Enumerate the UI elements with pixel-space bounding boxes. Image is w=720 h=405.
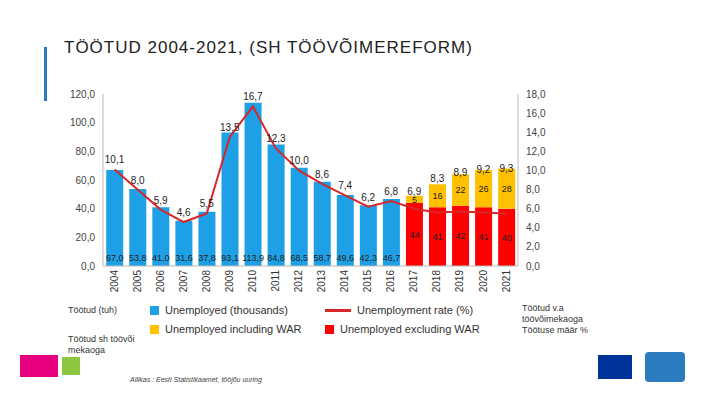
svg-text:2020: 2020 <box>478 270 489 293</box>
html-text:Töötuse määr %: Töötuse määr % <box>522 325 588 335</box>
svg-text:0,0: 0,0 <box>81 261 95 272</box>
svg-text:6,8: 6,8 <box>384 186 398 197</box>
svg-text:9,2: 9,2 <box>476 164 490 175</box>
svg-text:31,6: 31,6 <box>175 253 193 263</box>
svg-text:0,0: 0,0 <box>526 261 540 272</box>
svg-text:40,0: 40,0 <box>76 203 96 214</box>
svg-text:7,4: 7,4 <box>338 180 352 191</box>
svg-text:6,2: 6,2 <box>361 192 375 203</box>
svg-text:93,1: 93,1 <box>221 253 239 263</box>
svg-text:67,0: 67,0 <box>106 253 124 263</box>
svg-text:2021: 2021 <box>501 270 512 293</box>
svg-text:10,0: 10,0 <box>289 155 309 166</box>
html-text:Unemployed excluding WAR: Unemployed excluding WAR <box>340 323 480 335</box>
svg-text:2014: 2014 <box>339 270 350 293</box>
svg-text:4,0: 4,0 <box>526 222 540 233</box>
svg-text:42: 42 <box>456 231 466 241</box>
svg-text:2010: 2010 <box>247 270 258 293</box>
svg-text:16: 16 <box>432 191 442 201</box>
svg-text:2019: 2019 <box>454 270 465 293</box>
svg-text:100,0: 100,0 <box>70 117 95 128</box>
svg-text:113,9: 113,9 <box>242 253 264 263</box>
svg-text:28: 28 <box>502 184 512 194</box>
svg-text:84,8: 84,8 <box>267 253 285 263</box>
svg-text:5,5: 5,5 <box>200 198 214 209</box>
svg-text:2009: 2009 <box>224 270 235 293</box>
svg-text:10,1: 10,1 <box>105 154 125 165</box>
svg-text:44: 44 <box>409 230 419 240</box>
svg-text:8,0: 8,0 <box>131 175 145 186</box>
svg-text:4,6: 4,6 <box>177 207 191 218</box>
svg-text:42,3: 42,3 <box>360 253 378 263</box>
html-text:Töötud (tuh): Töötud (tuh) <box>68 305 117 315</box>
svg-text:2016: 2016 <box>385 270 396 293</box>
svg-text:68,5: 68,5 <box>290 253 308 263</box>
svg-text:2007: 2007 <box>178 270 189 293</box>
svg-text:53,8: 53,8 <box>129 253 147 263</box>
svg-text:46,7: 46,7 <box>383 253 401 263</box>
svg-text:8,0: 8,0 <box>526 184 540 195</box>
svg-text:2018: 2018 <box>431 270 442 293</box>
svg-text:20,0: 20,0 <box>76 232 96 243</box>
svg-text:40: 40 <box>502 233 512 243</box>
html-text:TÖÖTUD 2004-2021, (SH TÖÖVÕIME: TÖÖTUD 2004-2021, (SH TÖÖVÕIMEREFORM) <box>64 38 473 57</box>
html-text:Töötud v.a töövõimekaoga: Töötud v.a töövõimekaoga <box>522 303 583 324</box>
svg-text:6,9: 6,9 <box>407 186 421 197</box>
html-text:Unemployment rate (%): Unemployment rate (%) <box>357 304 474 316</box>
svg-text:22: 22 <box>456 185 466 195</box>
svg-text:80,0: 80,0 <box>76 146 96 157</box>
html-text:Unemployed (thousands): Unemployed (thousands) <box>165 304 288 316</box>
svg-text:5: 5 <box>411 194 417 205</box>
svg-text:41: 41 <box>432 232 442 242</box>
svg-text:6,0: 6,0 <box>526 203 540 214</box>
svg-text:16,0: 16,0 <box>526 108 546 119</box>
svg-text:120,0: 120,0 <box>70 89 95 100</box>
svg-text:2004: 2004 <box>109 270 120 293</box>
svg-text:8,6: 8,6 <box>315 169 329 180</box>
svg-text:12,3: 12,3 <box>266 133 286 144</box>
svg-text:2015: 2015 <box>362 270 373 293</box>
html-text:Töötud sh töövõimekaoga: Töötud sh töövõimekaoga <box>68 334 135 355</box>
svg-text:16,7: 16,7 <box>243 91 263 102</box>
svg-text:2005: 2005 <box>132 270 143 293</box>
svg-text:49,6: 49,6 <box>337 253 355 263</box>
svg-text:2012: 2012 <box>293 270 304 293</box>
svg-text:2011: 2011 <box>270 270 281 292</box>
html-text:Unemployed including WAR: Unemployed including WAR <box>165 323 302 335</box>
svg-text:60,0: 60,0 <box>76 175 96 186</box>
svg-text:2006: 2006 <box>155 270 166 293</box>
svg-text:9,3: 9,3 <box>500 163 514 174</box>
svg-text:41: 41 <box>479 232 489 242</box>
svg-text:8,9: 8,9 <box>453 167 467 178</box>
svg-text:2,0: 2,0 <box>526 241 540 252</box>
svg-text:8,3: 8,3 <box>430 173 444 184</box>
svg-text:26: 26 <box>479 184 489 194</box>
svg-text:2017: 2017 <box>408 270 419 293</box>
svg-text:12,0: 12,0 <box>526 146 546 157</box>
svg-text:58,7: 58,7 <box>313 253 331 263</box>
svg-text:41,0: 41,0 <box>152 253 170 263</box>
svg-text:10,0: 10,0 <box>526 165 546 176</box>
svg-text:13,5: 13,5 <box>220 122 240 133</box>
html-text:Allikas : Eesti Statistikaamet: Allikas : Eesti Statistikaamet, tööjõu u… <box>130 376 262 383</box>
svg-text:2008: 2008 <box>201 270 212 293</box>
svg-text:14,0: 14,0 <box>526 127 546 138</box>
svg-text:18,0: 18,0 <box>526 89 546 100</box>
svg-text:5,9: 5,9 <box>154 195 168 206</box>
svg-text:2013: 2013 <box>316 270 327 293</box>
svg-text:37,8: 37,8 <box>198 253 216 263</box>
